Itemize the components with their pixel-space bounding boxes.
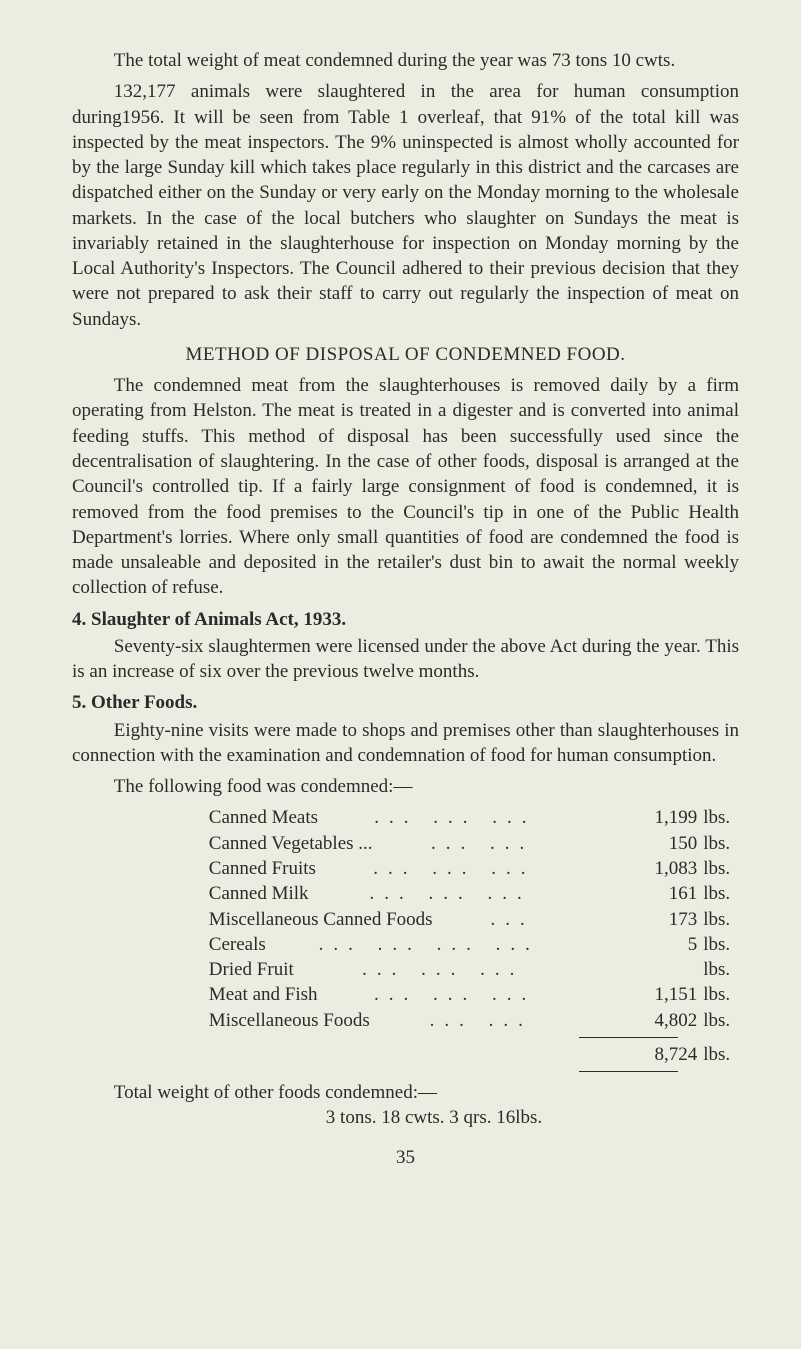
total-rule-top	[579, 1037, 678, 1038]
food-label: Canned Milk	[209, 881, 309, 906]
food-unit: lbs.	[697, 856, 739, 881]
food-unit: lbs.	[697, 831, 739, 856]
food-dots: ... ... ...	[318, 982, 593, 1007]
food-label: Miscellaneous Canned Foods	[209, 907, 433, 932]
food-value: 5	[593, 932, 698, 957]
food-label: Cereals	[209, 932, 266, 957]
para-disposal-body: The condemned meat from the slaughterhou…	[72, 373, 739, 600]
food-row: Miscellaneous Canned Foods ... 173 lbs.	[209, 907, 739, 932]
food-value: 161	[593, 881, 698, 906]
food-list-intro: The following food was condemned:—	[72, 774, 739, 799]
food-label: Canned Fruits	[209, 856, 316, 881]
food-label: Miscellaneous Foods	[209, 1008, 370, 1033]
food-row: Meat and Fish ... ... ... 1,151 lbs.	[209, 982, 739, 1007]
total-rule-bottom	[579, 1071, 678, 1072]
food-row: Canned Vegetables ... ... ... 150 lbs.	[209, 831, 739, 856]
food-unit: lbs.	[697, 805, 739, 830]
food-dots: ... ...	[373, 831, 593, 856]
total-weight-values: 3 tons. 18 cwts. 3 qrs. 16lbs.	[129, 1105, 739, 1130]
food-row: Cereals ... ... ... ... 5 lbs.	[209, 932, 739, 957]
heading-disposal-method: METHOD OF DISPOSAL OF CONDEMNED FOOD.	[72, 342, 739, 367]
food-row: Canned Fruits ... ... ... 1,083 lbs.	[209, 856, 739, 881]
food-row: Miscellaneous Foods ... ... 4,802 lbs.	[209, 1008, 739, 1033]
food-dots: ... ... ...	[294, 957, 593, 982]
food-row: Canned Meats ... ... ... 1,199 lbs.	[209, 805, 739, 830]
section-4-heading: 4. Slaughter of Animals Act, 1933.	[72, 607, 739, 632]
food-value: 173	[593, 907, 698, 932]
food-unit: lbs.	[697, 1008, 739, 1033]
food-row: Canned Milk ... ... ... 161 lbs.	[209, 881, 739, 906]
food-unit: lbs.	[697, 932, 739, 957]
food-total-unit: lbs.	[697, 1042, 739, 1067]
food-label: Meat and Fish	[209, 982, 318, 1007]
food-dots: ... ... ...	[316, 856, 593, 881]
total-weight-intro: Total weight of other foods condemned:—	[72, 1080, 739, 1105]
food-dots: ... ...	[370, 1008, 593, 1033]
food-unit: lbs.	[697, 907, 739, 932]
food-unit: lbs.	[697, 957, 739, 982]
food-value: 4,802	[593, 1008, 698, 1033]
food-label: Canned Vegetables ...	[209, 831, 373, 856]
food-dots: ... ... ... ...	[266, 932, 593, 957]
condemned-food-list: Canned Meats ... ... ... 1,199 lbs. Cann…	[72, 805, 739, 1072]
para-animals-slaughtered: 132,177 animals were slaughtered in the …	[72, 79, 739, 332]
food-label: Dried Fruit	[209, 957, 294, 982]
section-4-body: Seventy-six slaughtermen were licensed u…	[72, 634, 739, 685]
food-value: 1,083	[593, 856, 698, 881]
food-dots: ... ... ...	[318, 805, 593, 830]
food-dots: ... ... ...	[309, 881, 593, 906]
food-value: 1,199	[593, 805, 698, 830]
food-label: Canned Meats	[209, 805, 318, 830]
food-total-row: 8,724 lbs.	[209, 1042, 739, 1067]
food-value: 1,151	[593, 982, 698, 1007]
food-value	[593, 957, 698, 982]
food-row: Dried Fruit ... ... ... lbs.	[209, 957, 739, 982]
food-unit: lbs.	[697, 881, 739, 906]
food-dots: ...	[433, 907, 593, 932]
section-5-body: Eighty-nine visits were made to shops an…	[72, 718, 739, 769]
para-total-weight: The total weight of meat condemned durin…	[72, 48, 739, 73]
section-5-heading: 5. Other Foods.	[72, 690, 739, 715]
page-number: 35	[72, 1145, 739, 1170]
food-value: 150	[593, 831, 698, 856]
food-unit: lbs.	[697, 982, 739, 1007]
food-total-dots	[209, 1042, 593, 1067]
food-total-value: 8,724	[593, 1042, 698, 1067]
